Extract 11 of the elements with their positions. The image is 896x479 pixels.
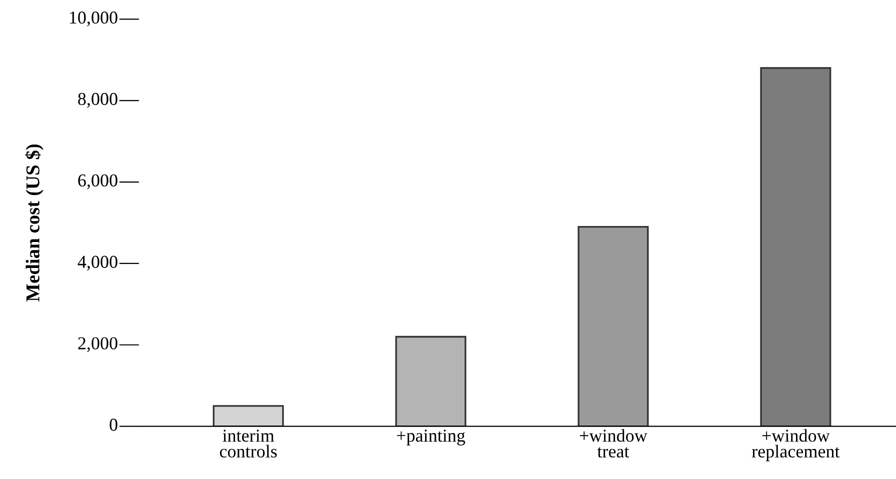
y-tick-label: 0	[110, 418, 118, 431]
x-tick-label: +window replacement	[752, 429, 840, 462]
x-tick-label: interim controls	[220, 430, 277, 458]
y-axis-title: Median cost (US $)	[25, 144, 44, 302]
y-tick-label: 10,000	[70, 11, 118, 26]
y-tick-label: 2,000	[78, 337, 118, 352]
x-tick-label: +window treat	[580, 429, 648, 458]
y-tick-label: 8,000	[78, 92, 118, 108]
y-tick-label: 6,000	[78, 174, 118, 190]
y-tick-label: 4,000	[78, 256, 118, 271]
x-tick-label: +painting	[397, 430, 466, 446]
